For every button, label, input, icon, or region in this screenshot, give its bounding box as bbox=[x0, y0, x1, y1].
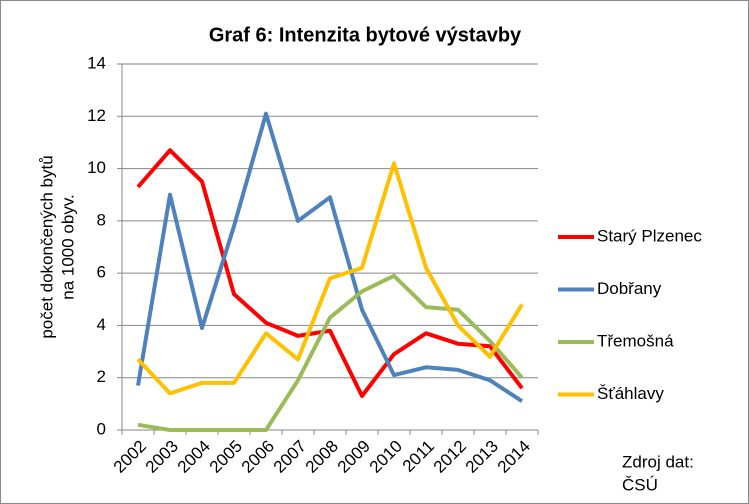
y-tick-label: 14 bbox=[87, 53, 106, 72]
y-tick-label: 0 bbox=[97, 419, 106, 438]
series-line bbox=[136, 148, 524, 398]
source-label: Zdroj dat: bbox=[622, 452, 694, 471]
legend-label: Starý Plzenec bbox=[597, 226, 702, 245]
legend-label: Dobřany bbox=[597, 279, 662, 298]
y-tick-label: 12 bbox=[87, 106, 106, 125]
source-label: ČSÚ bbox=[622, 475, 658, 494]
legend-label: Třemošná bbox=[597, 331, 674, 350]
chart-title: Graf 6: Intenzita bytové výstavby bbox=[209, 24, 522, 46]
series-line bbox=[136, 161, 524, 396]
y-tick-label: 8 bbox=[97, 210, 106, 229]
y-axis-label-line: na 1000 obyv. bbox=[58, 194, 77, 300]
y-tick-label: 10 bbox=[87, 158, 106, 177]
series-line bbox=[137, 273, 524, 432]
y-axis-label: počet dokončených bytů na 1000 obyv. bbox=[37, 155, 77, 338]
y-axis-label-line: počet dokončených bytů bbox=[37, 155, 56, 338]
legend-label: Šťáhlavy bbox=[597, 384, 664, 403]
y-tick-label: 4 bbox=[97, 315, 106, 334]
y-tick-label: 6 bbox=[97, 263, 106, 282]
series-line bbox=[136, 111, 524, 403]
y-tick-label: 2 bbox=[97, 367, 106, 386]
